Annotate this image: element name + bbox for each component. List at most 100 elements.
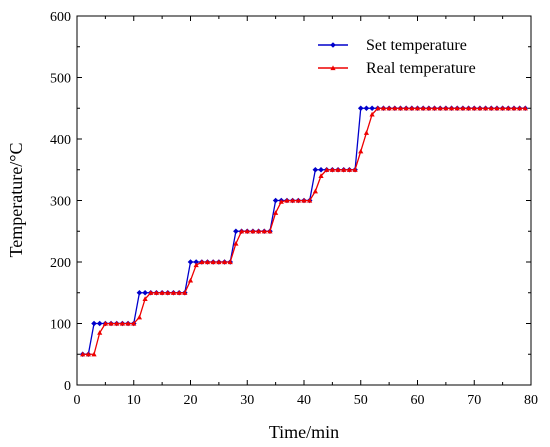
data-point-set [357, 105, 364, 112]
data-point-real [363, 130, 370, 135]
data-point-real [375, 105, 381, 111]
x-tick-label: 40 [297, 393, 311, 408]
x-tick-label: 60 [411, 393, 425, 408]
series-layer [79, 105, 529, 358]
data-point-real [250, 228, 256, 234]
data-point-real [312, 188, 318, 194]
data-point-real [522, 105, 528, 111]
data-point-real [454, 105, 460, 111]
data-point-real [91, 351, 97, 357]
data-point-real [346, 167, 352, 172]
legend-marker-set [330, 42, 336, 48]
data-point-real [324, 167, 330, 172]
data-point-real [352, 167, 358, 172]
y-axis-title: Temperature/°C [6, 143, 26, 258]
data-point-real [505, 105, 511, 111]
data-point-real [159, 290, 165, 295]
data-point-set [91, 320, 97, 327]
data-point-real [284, 197, 290, 203]
y-tick-label: 400 [50, 133, 71, 148]
data-point-real [204, 259, 211, 265]
data-point-real [142, 296, 148, 301]
data-point-real [125, 320, 131, 326]
axis-ticks: 0 10 20 30 40 50 60 70 80 0 100 200 300 400 500 600 [50, 10, 538, 408]
data-point-set [233, 228, 239, 235]
series-real [80, 105, 528, 357]
x-tick-label: 50 [354, 393, 368, 408]
data-point-real [471, 105, 477, 111]
data-point-real [108, 320, 114, 326]
data-point-real [403, 105, 409, 111]
data-point-real [119, 320, 125, 326]
data-point-real [426, 105, 432, 111]
data-point-real [341, 167, 347, 172]
data-point-set [193, 259, 199, 265]
data-point-real [488, 105, 494, 111]
data-point-set [187, 259, 194, 265]
data-point-real [443, 105, 449, 111]
data-point-real [102, 320, 108, 326]
data-point-real [431, 105, 438, 111]
data-point-real [267, 228, 273, 234]
data-point-real [448, 105, 455, 111]
data-point-real [301, 197, 307, 203]
x-tick-label: 0 [74, 393, 81, 408]
data-point-real [460, 105, 466, 111]
data-point-real [369, 111, 375, 117]
data-point-real [483, 105, 489, 111]
data-point-set [369, 105, 375, 112]
data-point-real [465, 105, 472, 111]
x-tick-label: 30 [240, 393, 254, 408]
legend-label-real: Real temperature [366, 60, 476, 77]
data-point-real [318, 173, 324, 178]
data-point-real [153, 290, 160, 295]
data-point-set [96, 320, 103, 327]
data-point-real [409, 105, 415, 111]
data-point-real [278, 199, 284, 204]
y-tick-label: 600 [50, 10, 71, 25]
data-point-real [307, 197, 313, 203]
x-tick-label: 10 [127, 393, 141, 408]
data-point-real [500, 105, 506, 111]
y-tick-label: 200 [50, 256, 71, 271]
data-point-set [318, 166, 324, 173]
data-point-real [414, 105, 421, 111]
data-point-real [216, 259, 222, 265]
data-point-real [80, 351, 86, 357]
data-point-real [380, 105, 387, 111]
x-tick-label: 20 [184, 393, 198, 408]
data-point-real [392, 105, 398, 111]
data-point-real [329, 167, 335, 172]
data-point-real [273, 210, 279, 215]
data-point-real [193, 262, 199, 268]
data-point-real [182, 290, 188, 295]
data-point-real [290, 197, 296, 203]
legend: Set temperature Real temperature [318, 37, 476, 77]
data-point-real [261, 228, 267, 234]
data-point-real [97, 330, 103, 335]
data-point-real [517, 105, 523, 111]
y-tick-label: 100 [50, 318, 71, 333]
data-point-real [227, 259, 233, 265]
data-point-set [142, 289, 148, 296]
data-point-real [397, 105, 404, 111]
data-point-real [176, 290, 182, 295]
legend-label-set: Set temperature [366, 37, 467, 54]
data-point-set [272, 197, 279, 204]
data-point-set [363, 105, 370, 112]
data-point-real [256, 228, 262, 234]
data-point-real [199, 259, 205, 265]
legend-marker-real [330, 65, 336, 71]
data-point-real [335, 167, 341, 172]
data-point-real [233, 240, 239, 246]
data-point-real [477, 105, 483, 111]
data-point-real [85, 351, 91, 357]
x-axis-title: Time/min [269, 422, 339, 442]
data-point-real [511, 105, 517, 111]
data-point-real [210, 259, 216, 265]
data-point-real [187, 277, 194, 283]
y-tick-label: 500 [50, 72, 71, 87]
x-tick-label: 70 [467, 393, 481, 408]
